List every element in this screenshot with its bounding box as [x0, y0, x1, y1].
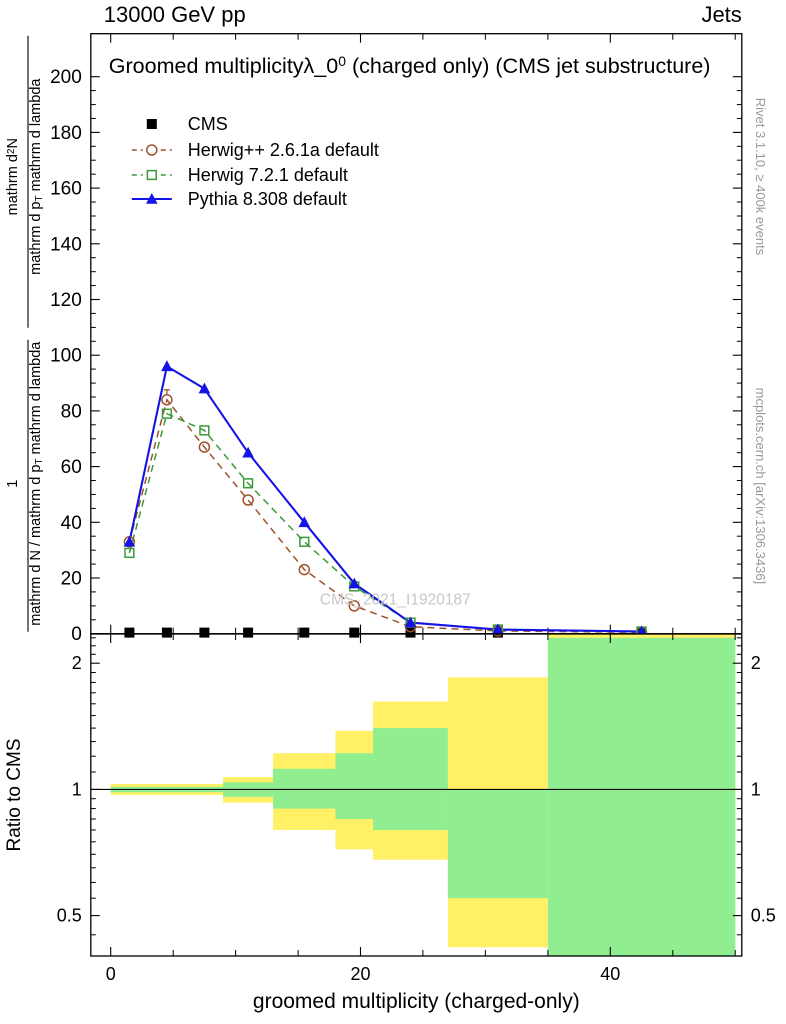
svg-text:160: 160	[50, 179, 82, 200]
svg-text:Rivet 3.1.10, ≥ 400k events: Rivet 3.1.10, ≥ 400k events	[753, 98, 768, 256]
svg-text:Jets: Jets	[701, 2, 741, 27]
svg-text:Groomed multiplicityλ_00 (char: Groomed multiplicityλ_00 (charged only) …	[109, 53, 711, 78]
svg-text:groomed multiplicity (charged-: groomed multiplicity (charged-only)	[253, 990, 580, 1013]
svg-text:Ratio to CMS: Ratio to CMS	[4, 739, 25, 852]
svg-text:140: 140	[50, 234, 82, 255]
svg-text:40: 40	[61, 513, 82, 534]
svg-text:CMS: CMS	[188, 114, 228, 134]
svg-text:mathrm d N / mathrm d pT mathr: mathrm d N / mathrm d pT mathrm d lambda	[28, 341, 45, 626]
svg-text:0: 0	[71, 624, 82, 645]
svg-text:40: 40	[600, 964, 620, 984]
svg-text:80: 80	[61, 401, 82, 422]
svg-text:0.5: 0.5	[57, 906, 82, 926]
svg-text:mcplots.cern.ch [arXiv:1306.34: mcplots.cern.ch [arXiv:1306.3436]	[753, 388, 768, 585]
svg-text:2: 2	[751, 653, 761, 673]
svg-text:1: 1	[72, 779, 82, 799]
svg-text:120: 120	[50, 290, 82, 311]
svg-text:1: 1	[751, 779, 761, 799]
svg-text:CMS_2021_I1920187: CMS_2021_I1920187	[320, 592, 471, 609]
svg-text:Herwig++ 2.6.1a default: Herwig++ 2.6.1a default	[188, 140, 379, 160]
svg-text:0: 0	[106, 964, 116, 984]
svg-text:20: 20	[61, 569, 82, 590]
svg-text:200: 200	[50, 67, 82, 88]
svg-text:2: 2	[72, 653, 82, 673]
svg-text:0.5: 0.5	[751, 906, 776, 926]
svg-text:Herwig 7.2.1 default: Herwig 7.2.1 default	[188, 165, 348, 185]
svg-text:1: 1	[5, 480, 21, 488]
svg-text:Pythia 8.308 default: Pythia 8.308 default	[188, 189, 347, 209]
svg-text:13000 GeV pp: 13000 GeV pp	[104, 2, 246, 27]
svg-text:20: 20	[350, 964, 370, 984]
svg-text:180: 180	[50, 123, 82, 144]
svg-text:60: 60	[61, 457, 82, 478]
svg-text:mathrm d pT mathrm d lambda: mathrm d pT mathrm d lambda	[28, 78, 45, 275]
svg-text:100: 100	[50, 346, 82, 367]
